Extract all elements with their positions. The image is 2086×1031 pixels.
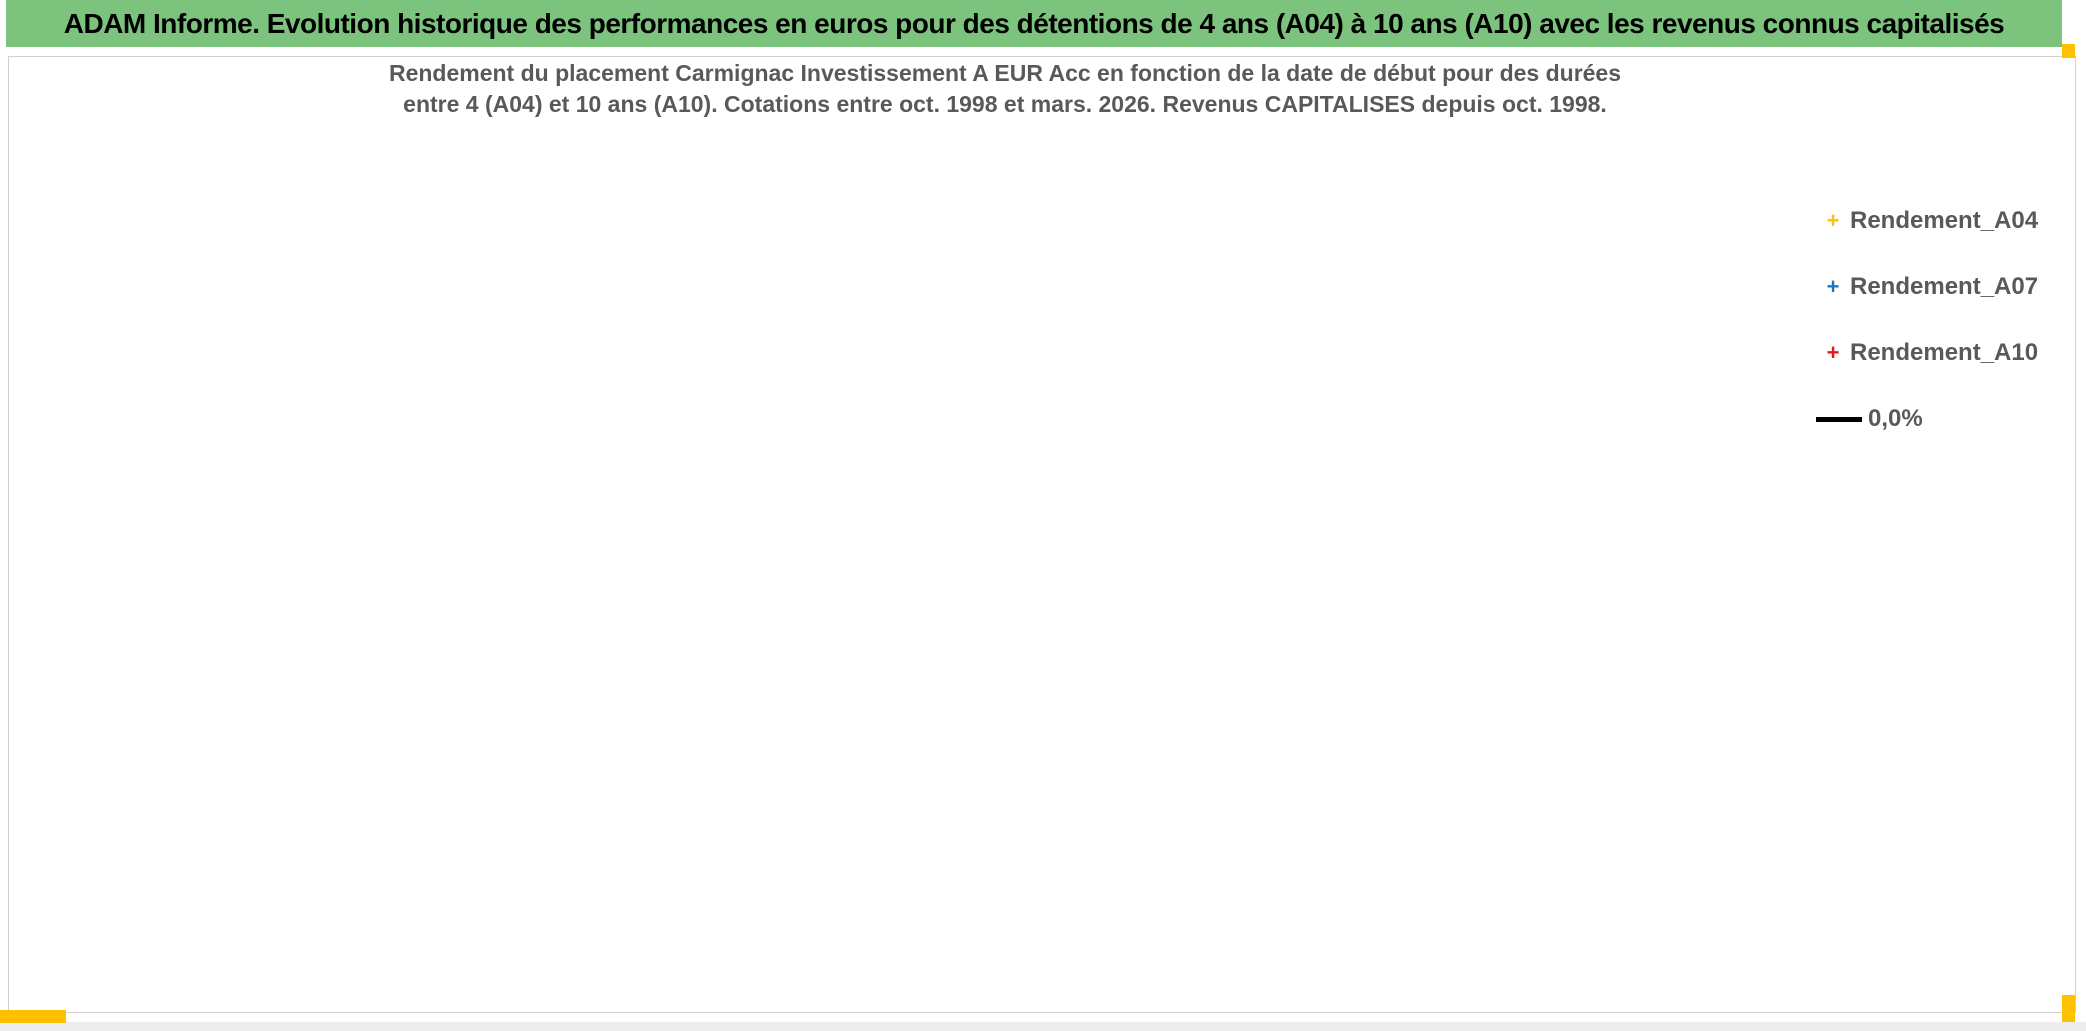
legend-label-a04: Rendement_A04 — [1850, 207, 2039, 234]
selection-handle[interactable] — [0, 1010, 66, 1023]
line-marker-icon — [1816, 416, 1862, 422]
legend-item-a10[interactable]: + Rendement_A10 — [1812, 330, 2052, 376]
legend-label-a10: Rendement_A10 — [1850, 339, 2039, 366]
legend-item-a07[interactable]: + Rendement_A07 — [1812, 264, 2052, 310]
plus-marker-icon: + — [1826, 274, 1840, 299]
chart-title: Rendement du placement Carmignac Investi… — [90, 58, 1920, 120]
plus-marker-icon: + — [1826, 340, 1840, 365]
legend-item-a04[interactable]: + Rendement_A04 — [1812, 198, 2052, 244]
title-bar: ADAM Informe. Evolution historique des p… — [6, 0, 2062, 47]
selection-handle[interactable] — [2062, 44, 2075, 58]
chart-title-line2: entre 4 (A04) et 10 ans (A10). Cotations… — [403, 91, 1607, 117]
legend-item-baseline[interactable]: 0,0% — [1812, 396, 2052, 442]
plus-marker-icon: + — [1826, 208, 1840, 233]
chart-title-line1: Rendement du placement Carmignac Investi… — [388, 60, 1622, 86]
legend-label-baseline: 0,0% — [1868, 405, 1923, 432]
selection-handle[interactable] — [2062, 995, 2075, 1022]
chart-legend: + Rendement_A04 + Rendement_A07 + Rendem… — [1812, 198, 2052, 462]
sheet-bottom-strip — [0, 1022, 2086, 1031]
page-title: ADAM Informe. Evolution historique des p… — [63, 7, 2005, 39]
legend-label-a07: Rendement_A07 — [1850, 273, 2039, 300]
chart-frame[interactable] — [8, 56, 2076, 1013]
